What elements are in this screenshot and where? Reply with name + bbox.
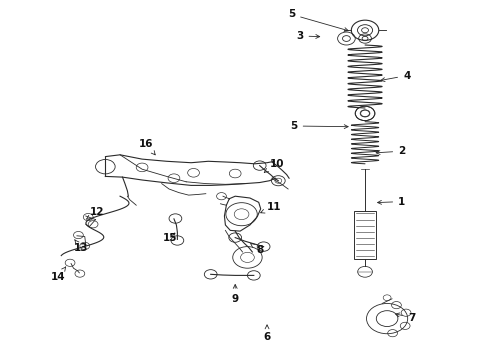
Text: 1: 1 <box>378 197 405 207</box>
Text: 5: 5 <box>291 121 348 131</box>
Text: 12: 12 <box>87 207 104 219</box>
Text: 4: 4 <box>381 71 411 82</box>
Text: 2: 2 <box>376 146 405 156</box>
Text: 10: 10 <box>264 159 284 172</box>
Text: 9: 9 <box>232 284 239 304</box>
Text: 6: 6 <box>264 325 270 342</box>
Text: 8: 8 <box>250 243 263 255</box>
Text: 13: 13 <box>74 240 88 253</box>
Text: 7: 7 <box>395 312 416 323</box>
Text: 5: 5 <box>288 9 348 31</box>
Text: 11: 11 <box>261 202 282 213</box>
Bar <box>354 211 376 259</box>
Text: 14: 14 <box>50 267 66 282</box>
Text: 15: 15 <box>163 233 178 243</box>
Text: 3: 3 <box>296 31 319 41</box>
Text: 16: 16 <box>139 139 155 155</box>
